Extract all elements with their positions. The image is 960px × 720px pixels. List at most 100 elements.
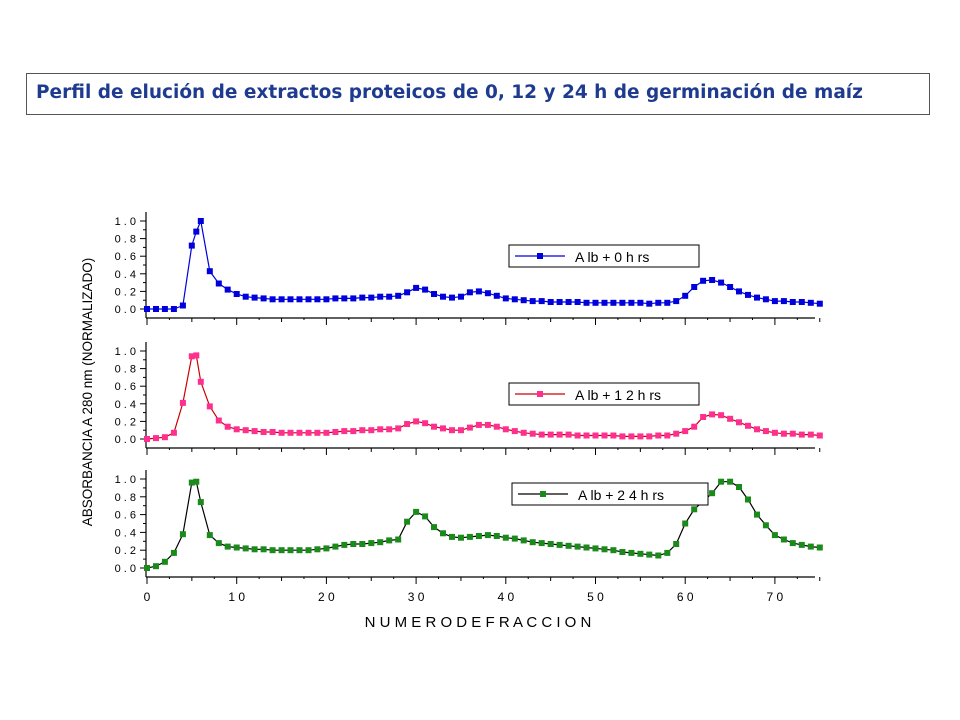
data-point	[798, 299, 805, 305]
data-point	[395, 536, 402, 543]
data-point	[484, 532, 491, 539]
data-point	[646, 433, 653, 440]
data-point	[440, 293, 446, 300]
data-point	[251, 546, 258, 553]
data-point	[368, 294, 375, 301]
data-point	[574, 432, 581, 439]
data-point	[440, 530, 446, 537]
data-point	[511, 428, 518, 435]
data-point	[682, 292, 689, 299]
data-point	[565, 542, 572, 549]
data-point	[529, 430, 536, 437]
data-point	[395, 425, 402, 432]
data-point	[754, 426, 760, 433]
y-tick-label: 0 . 0	[115, 434, 136, 446]
series-line-panel-3	[146, 480, 820, 569]
data-point	[583, 544, 590, 551]
data-point	[780, 298, 787, 305]
legend-label: A lb + 2 4 h rs	[578, 487, 664, 503]
x-tick-label: 3 0	[408, 590, 425, 604]
data-point	[188, 353, 195, 360]
data-point	[153, 306, 159, 312]
legend-marker	[540, 491, 546, 497]
data-point	[547, 431, 554, 438]
x-tick-label: 2 0	[318, 590, 335, 604]
data-point	[655, 299, 662, 306]
x-tick-label: 5 0	[587, 590, 604, 604]
data-point	[592, 299, 599, 306]
data-point	[637, 299, 644, 306]
data-point	[422, 286, 429, 293]
data-point	[278, 296, 285, 303]
data-point	[619, 433, 626, 440]
data-point	[718, 412, 725, 419]
data-point	[377, 293, 384, 300]
data-point	[637, 550, 644, 557]
data-point	[413, 284, 420, 291]
data-point	[780, 536, 787, 543]
series-line-panel-2	[146, 354, 820, 440]
data-point	[709, 277, 716, 283]
data-point	[314, 296, 321, 303]
data-point	[673, 430, 680, 437]
data-point	[475, 533, 482, 539]
data-point	[314, 429, 321, 436]
data-point	[816, 544, 823, 551]
data-point	[197, 218, 204, 224]
data-point	[565, 431, 572, 438]
data-point	[431, 291, 437, 297]
data-point	[619, 549, 626, 555]
data-point	[745, 422, 751, 429]
data-point	[682, 520, 689, 527]
y-tick-label: 0 . 4	[115, 527, 136, 539]
y-tick-label: 0 . 2	[115, 286, 136, 298]
data-point	[610, 547, 617, 554]
data-point	[601, 299, 608, 306]
data-point	[762, 522, 769, 529]
data-point	[193, 352, 200, 359]
data-point	[179, 302, 186, 309]
x-tick-label: 7 0	[767, 590, 784, 604]
x-tick-label: 1 0	[228, 590, 245, 604]
data-point	[520, 429, 527, 436]
data-point	[466, 533, 473, 540]
data-point	[709, 490, 716, 497]
data-point	[269, 547, 276, 554]
data-point	[251, 428, 258, 435]
data-point	[807, 431, 814, 438]
data-point	[458, 293, 464, 300]
data-point	[475, 421, 482, 428]
data-point	[628, 549, 635, 556]
legend-marker	[537, 391, 543, 397]
data-point	[395, 292, 402, 299]
data-point	[619, 299, 626, 306]
data-point	[565, 299, 572, 305]
data-point	[592, 432, 599, 439]
y-tick-label: 0 . 0	[115, 563, 136, 575]
data-point	[287, 547, 294, 554]
data-point	[466, 289, 473, 296]
data-point	[386, 293, 393, 300]
data-point	[538, 431, 545, 438]
data-point	[807, 543, 814, 550]
y-tick-label: 0 . 8	[115, 492, 136, 504]
data-point	[278, 429, 285, 436]
data-point	[449, 427, 455, 434]
data-point	[287, 296, 294, 303]
data-point	[413, 508, 420, 515]
data-point	[484, 290, 491, 297]
x-tick-label: 0	[144, 590, 151, 604]
y-tick-label: 1 . 0	[115, 346, 136, 358]
data-point	[520, 297, 527, 304]
data-point	[359, 294, 366, 301]
data-point	[260, 546, 267, 553]
data-point	[807, 299, 814, 306]
data-point	[798, 541, 805, 548]
data-point	[350, 428, 357, 435]
data-point	[484, 421, 491, 428]
data-point	[341, 295, 348, 302]
data-point	[655, 432, 662, 439]
legend-label: A lb + 1 2 h rs	[575, 387, 661, 403]
data-point	[673, 298, 680, 305]
data-point	[323, 429, 330, 436]
